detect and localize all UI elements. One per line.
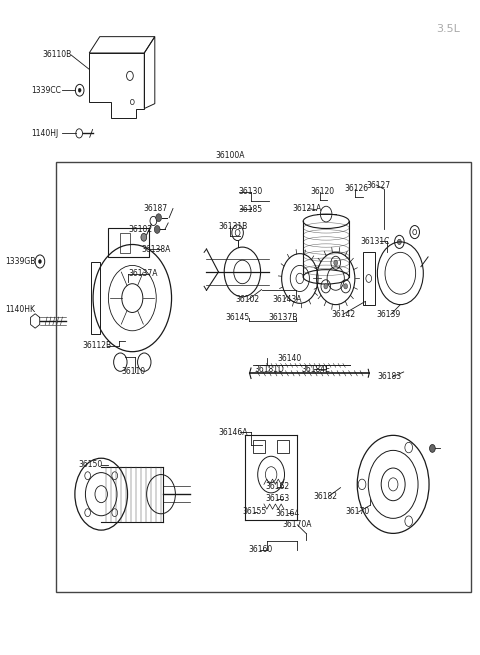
Text: 36102: 36102 [128, 225, 152, 234]
Circle shape [156, 214, 161, 221]
Text: 36126: 36126 [344, 185, 369, 193]
Text: 1339CC: 1339CC [31, 86, 61, 95]
Text: 36183: 36183 [378, 372, 402, 381]
Text: 36102: 36102 [235, 295, 259, 304]
Text: 36140: 36140 [277, 354, 301, 363]
Text: 36187: 36187 [144, 204, 168, 213]
Circle shape [430, 445, 435, 453]
Text: 36110: 36110 [122, 367, 146, 377]
Circle shape [78, 88, 81, 92]
Text: 1140HJ: 1140HJ [31, 129, 58, 138]
Text: 1339GB: 1339GB [5, 257, 36, 266]
Text: 36181D: 36181D [254, 365, 284, 374]
Text: 1140HK: 1140HK [5, 305, 36, 314]
Text: 36145: 36145 [226, 313, 250, 322]
Bar [56, 162, 471, 592]
Bar [363, 252, 375, 305]
Text: 3.5L: 3.5L [436, 24, 460, 33]
Text: 36142: 36142 [331, 310, 355, 319]
Text: 36130: 36130 [239, 187, 263, 196]
Text: 36143A: 36143A [272, 295, 301, 304]
Circle shape [155, 225, 160, 233]
Text: 36137B: 36137B [269, 313, 298, 322]
Text: 36146A: 36146A [218, 428, 248, 437]
Text: 36170A: 36170A [282, 520, 312, 529]
Circle shape [38, 259, 41, 263]
Text: 36137A: 36137A [128, 269, 157, 278]
Circle shape [344, 284, 348, 289]
Text: 36164: 36164 [275, 509, 299, 517]
Circle shape [324, 284, 328, 289]
Text: 36150: 36150 [78, 460, 102, 469]
Text: 36185: 36185 [239, 205, 263, 214]
Circle shape [397, 239, 401, 244]
Text: 36112B: 36112B [82, 341, 111, 350]
Text: 36120: 36120 [311, 187, 335, 196]
Text: 36170: 36170 [345, 508, 370, 516]
Text: 36182: 36182 [313, 492, 337, 500]
Text: 36127: 36127 [366, 181, 390, 189]
Text: 36110B: 36110B [43, 50, 72, 60]
Bar [108, 228, 149, 257]
Bar [253, 440, 265, 453]
Text: 36138A: 36138A [141, 244, 170, 253]
Text: 36139: 36139 [376, 310, 401, 319]
Text: 36184E: 36184E [301, 365, 330, 374]
Text: 36131C: 36131C [360, 236, 390, 246]
Circle shape [334, 260, 337, 265]
Text: 36121A: 36121A [293, 204, 322, 213]
Circle shape [141, 233, 147, 241]
Text: 36100A: 36100A [215, 151, 245, 160]
Text: 36163: 36163 [265, 495, 289, 503]
Text: 36160: 36160 [249, 545, 273, 554]
Text: 36162: 36162 [265, 483, 289, 491]
Text: 36155: 36155 [242, 508, 266, 516]
Bar [120, 233, 131, 253]
Text: 36131B: 36131B [218, 221, 248, 231]
Bar [277, 440, 289, 453]
